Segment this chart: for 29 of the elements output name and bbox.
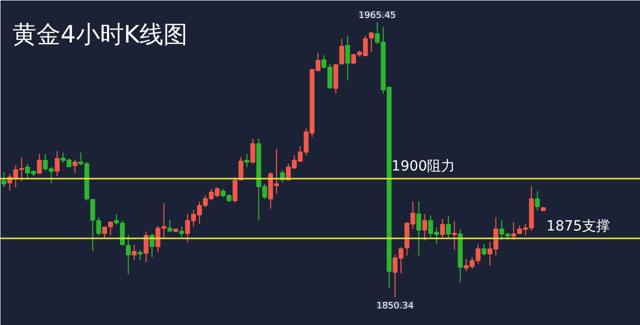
candlestick: [534, 190, 540, 212]
chart-title: 黄金4小时K线图: [12, 20, 188, 48]
candlestick: [452, 220, 457, 250]
candlestick: [333, 63, 338, 94]
candlestick: [446, 215, 451, 240]
candlestick: [138, 249, 143, 260]
candlestick: [482, 243, 486, 256]
candlestick: [440, 218, 445, 238]
candlestick: [132, 244, 137, 260]
candlestick: [422, 213, 428, 241]
candlestick: [179, 226, 184, 238]
candlestick: [345, 34, 350, 81]
candlestick: [250, 138, 256, 164]
candlestick: [1, 172, 6, 188]
annotation: 1850.34: [376, 301, 414, 312]
candlestick: [416, 200, 422, 256]
ref-line-label: 1875支撑: [546, 218, 610, 234]
candlestick: [144, 231, 149, 263]
candlestick: [72, 158, 78, 174]
annotation: 1965.45: [358, 11, 396, 22]
ref-line-label: 1900阻力: [392, 158, 456, 175]
candlestick: [54, 150, 60, 177]
candlestick: [244, 153, 250, 168]
candlestick: [368, 32, 374, 53]
candlestick: [150, 233, 154, 258]
candlestick: [339, 38, 344, 64]
candlestick: [126, 234, 131, 274]
candlestick: [232, 176, 238, 203]
candlestick: [36, 153, 42, 174]
